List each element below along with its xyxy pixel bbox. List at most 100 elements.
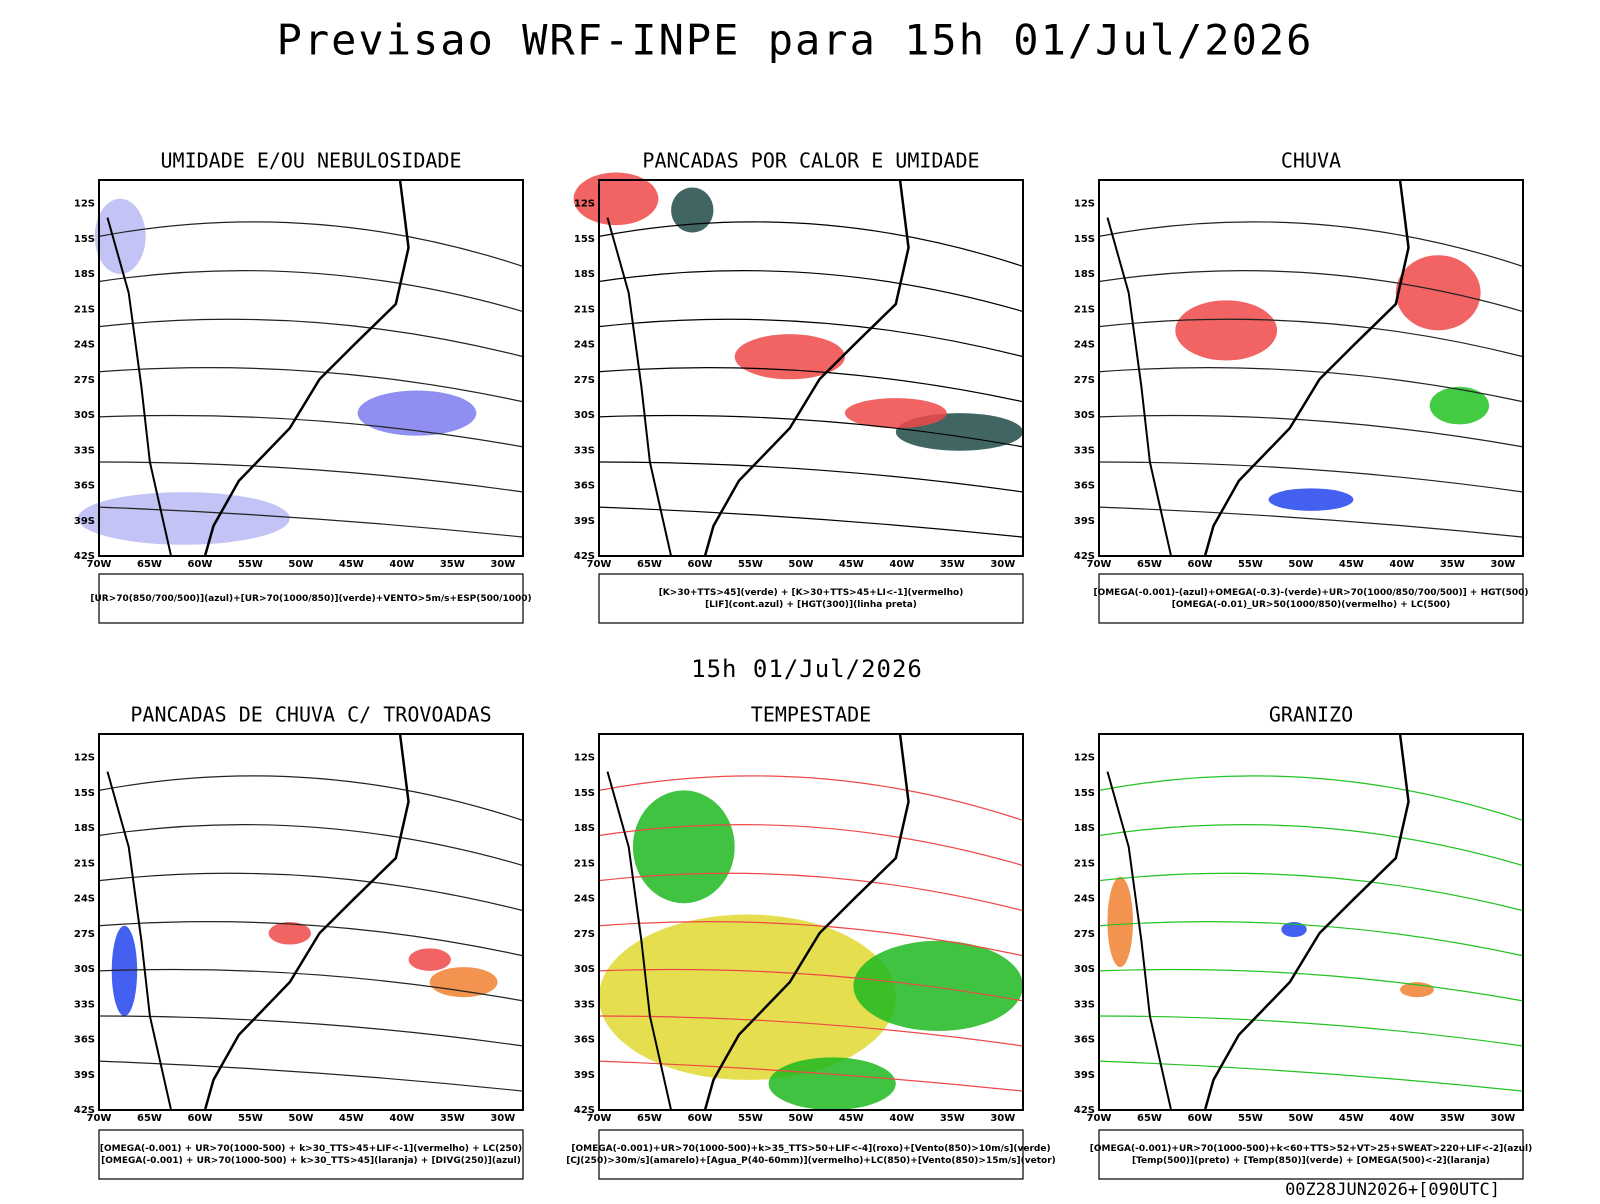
map-frame <box>98 179 524 557</box>
contour <box>598 1060 1024 1092</box>
caption: [OMEGA(-0.001) + UR>70(1000-500) + k>30_… <box>100 1144 522 1154</box>
lat-label: 21S <box>1074 304 1095 315</box>
contour <box>1098 872 1524 912</box>
lon-label: 65W <box>637 559 662 570</box>
caption-box <box>598 573 1024 624</box>
lon-label: 45W <box>839 559 864 570</box>
caption: [UR>70(850/700/500)](azul)+[UR>70(1000/8… <box>90 594 531 604</box>
lon-label: 55W <box>238 559 263 570</box>
lat-label: 33S <box>574 999 595 1010</box>
border <box>106 217 173 557</box>
contour <box>98 414 524 448</box>
contour <box>98 506 524 538</box>
lat-label: 36S <box>574 481 595 492</box>
border <box>1106 771 1173 1111</box>
contour <box>1098 461 1524 493</box>
lon-label: 40W <box>889 1113 914 1124</box>
coastline <box>703 179 910 557</box>
lat-label: 39S <box>574 1070 595 1081</box>
lon-label: 65W <box>1137 1113 1162 1124</box>
lon-label: 60W <box>1187 1113 1212 1124</box>
lat-label: 39S <box>1074 516 1095 527</box>
lon-label: 30W <box>1490 1113 1515 1124</box>
lat-label: 33S <box>74 445 95 456</box>
lon-label: 70W <box>87 559 112 570</box>
lat-label: 33S <box>1074 999 1095 1010</box>
contour <box>98 824 524 867</box>
lat-label: 24S <box>74 894 95 905</box>
lat-label: 21S <box>74 858 95 869</box>
lat-label: 15S <box>1074 234 1095 245</box>
lon-label: 30W <box>1490 559 1515 570</box>
map-frame <box>1098 179 1524 557</box>
lat-label: 12S <box>574 199 595 210</box>
lat-label: 18S <box>1074 823 1095 834</box>
lon-label: 35W <box>1440 1113 1465 1124</box>
contour <box>98 318 524 358</box>
lon-label: 60W <box>687 559 712 570</box>
contour <box>598 461 1024 493</box>
lat-label: 42S <box>1074 1105 1095 1116</box>
contour <box>98 270 524 313</box>
lon-label: 35W <box>440 559 465 570</box>
lon-label: 70W <box>87 1113 112 1124</box>
contour <box>1098 921 1524 957</box>
caption: [Temp(500)](preto) + [Temp(850)](verde) … <box>1132 1156 1490 1166</box>
lon-label: 60W <box>187 559 212 570</box>
field-area <box>111 925 138 1016</box>
lat-label: 24S <box>74 340 95 351</box>
lat-label: 42S <box>74 1105 95 1116</box>
lat-label: 12S <box>1074 753 1095 764</box>
lon-label: 65W <box>1137 559 1162 570</box>
field-area <box>671 187 714 233</box>
contour <box>598 318 1024 358</box>
lat-label: 12S <box>74 199 95 210</box>
field-area <box>1175 300 1278 361</box>
panel-title: PANCADAS POR CALOR E UMIDADE <box>642 149 979 173</box>
lon-label: 55W <box>1238 559 1263 570</box>
map <box>77 179 524 557</box>
contour <box>598 921 1024 957</box>
lat-label: 27S <box>574 375 595 386</box>
contour <box>598 872 1024 912</box>
map-frame <box>598 733 1024 1111</box>
lon-label: 30W <box>490 559 515 570</box>
lon-label: 60W <box>187 1113 212 1124</box>
lat-label: 21S <box>574 304 595 315</box>
field-area <box>268 922 311 945</box>
lat-label: 15S <box>74 234 95 245</box>
lat-label: 33S <box>1074 445 1095 456</box>
contour <box>598 506 1024 538</box>
lon-label: 45W <box>1339 559 1364 570</box>
panel-title: UMIDADE E/OU NEBULOSIDADE <box>160 149 461 173</box>
lat-label: 27S <box>1074 375 1095 386</box>
field-area <box>1268 488 1354 511</box>
field-area <box>429 967 498 998</box>
contour <box>598 367 1024 403</box>
lat-label: 12S <box>1074 199 1095 210</box>
caption: [OMEGA(-0.01)_UR>50(1000/850)(vermelho) … <box>1172 600 1451 610</box>
lat-label: 18S <box>74 269 95 280</box>
field-area <box>94 198 146 274</box>
lat-label: 36S <box>574 1035 595 1046</box>
lat-label: 33S <box>74 999 95 1010</box>
contour <box>1098 1015 1524 1047</box>
map-frame <box>1098 733 1524 1111</box>
contour <box>598 824 1024 867</box>
contour <box>98 968 524 1002</box>
lat-label: 27S <box>74 929 95 940</box>
lat-label: 30S <box>1074 964 1095 975</box>
lat-label: 39S <box>74 516 95 527</box>
contour <box>598 1015 1024 1047</box>
lon-label: 35W <box>940 1113 965 1124</box>
lat-label: 24S <box>1074 340 1095 351</box>
lat-label: 42S <box>1074 551 1095 562</box>
contour <box>1098 367 1524 403</box>
panel-title: TEMPESTADE <box>751 703 871 727</box>
lon-label: 65W <box>637 1113 662 1124</box>
caption: [K>30+TTS>45](verde) + [K>30+TTS>45+LI<-… <box>659 588 964 598</box>
lon-label: 30W <box>990 559 1015 570</box>
map <box>1098 733 1524 1111</box>
field-area <box>853 940 1023 1032</box>
contour <box>1098 221 1524 267</box>
